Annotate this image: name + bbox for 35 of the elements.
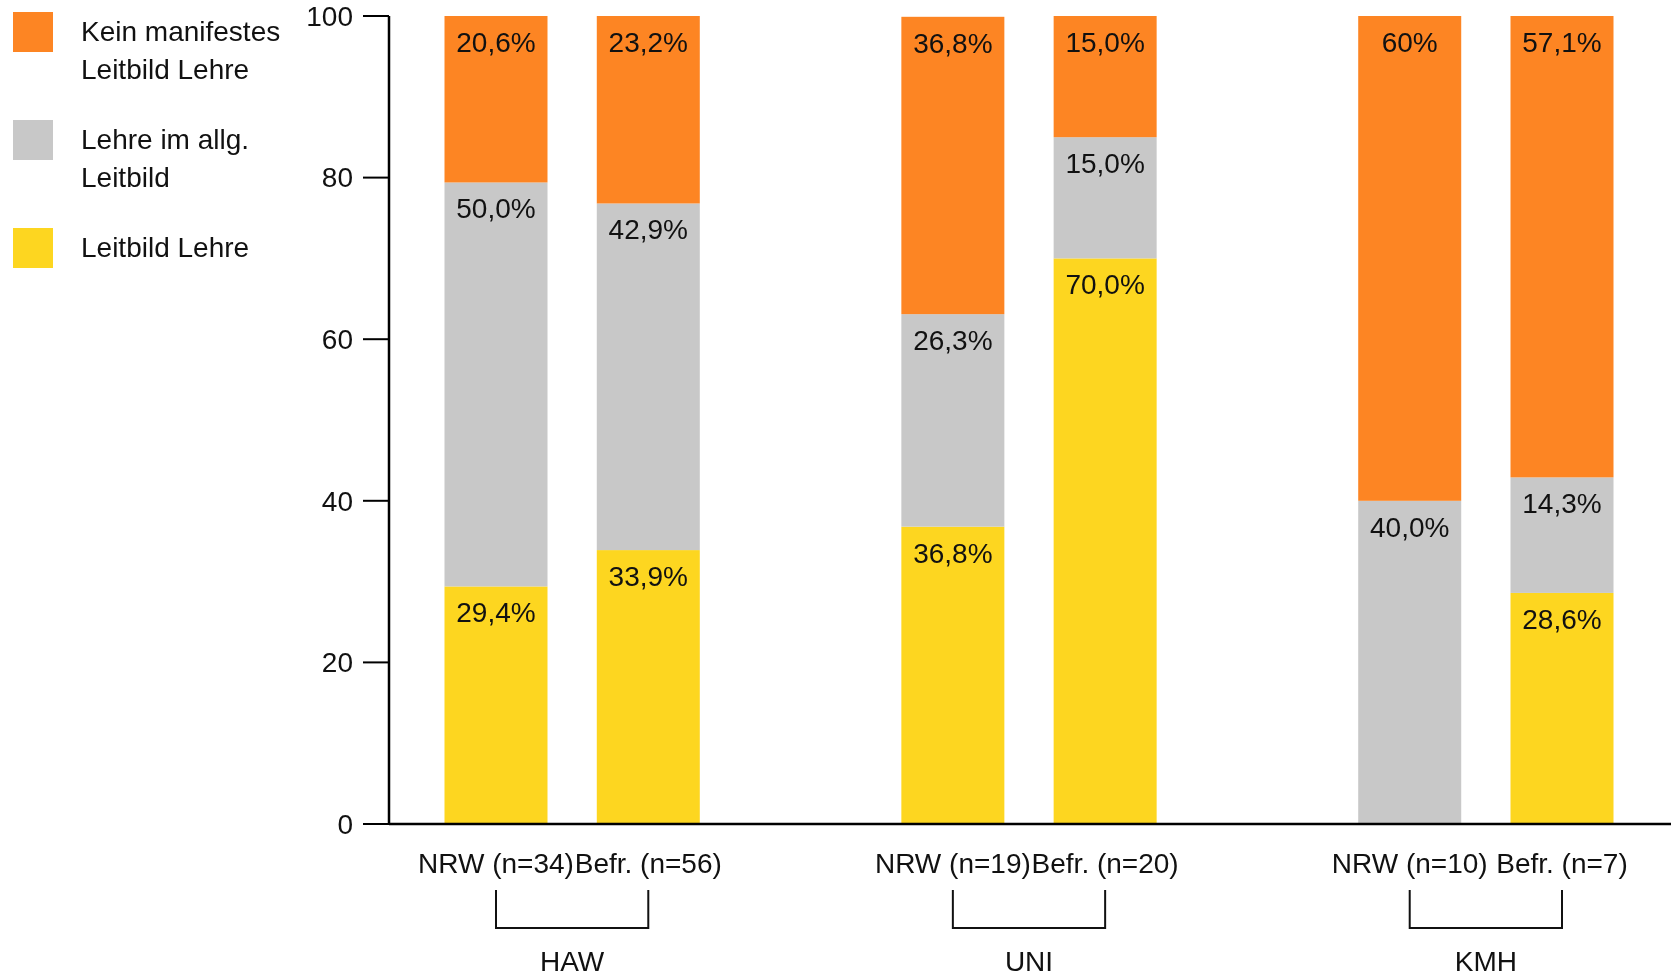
legend-label: Leitbild Lehre bbox=[81, 232, 250, 263]
data-label: 26,3% bbox=[913, 325, 993, 357]
data-label: 23,2% bbox=[608, 27, 688, 58]
data-label: 36,8% bbox=[913, 27, 993, 59]
x-tick-label: NRW (n=19) bbox=[874, 848, 1031, 879]
data-label: 42,9% bbox=[608, 214, 688, 246]
data-label: 57,1% bbox=[1522, 27, 1602, 58]
y-tick-label: 60 bbox=[321, 324, 353, 355]
x-tick-label: Befr. (n=7) bbox=[1496, 848, 1628, 879]
legend-label: Lehre im allg. Leitbild bbox=[81, 124, 250, 193]
data-label: 60% bbox=[1381, 27, 1438, 58]
text: HAW bbox=[539, 946, 605, 975]
x-tick-label: NRW (n=34) bbox=[418, 848, 574, 879]
y-tick-label: 100 bbox=[306, 0, 353, 32]
data-label: 14,3% bbox=[1522, 488, 1602, 520]
text: UNI bbox=[1004, 946, 1054, 975]
y-tick-label: 0 bbox=[337, 808, 353, 840]
y-tick-label: 20 bbox=[321, 647, 353, 679]
data-label: 50,0% bbox=[456, 193, 536, 225]
y-tick-label: 80 bbox=[321, 162, 353, 194]
data-label: 15,0% bbox=[1065, 148, 1145, 180]
data-label: 28,6% bbox=[1522, 603, 1602, 635]
data-label: 33,9% bbox=[608, 561, 688, 593]
data-label: 20,6% bbox=[456, 27, 536, 58]
legend-label: Kein manifestes Leitbild Lehre bbox=[81, 16, 281, 85]
x-tick-label: Befr. (n=20) bbox=[1031, 848, 1179, 879]
text: KMH bbox=[1454, 946, 1517, 975]
x-tick-label: Befr. (n=56) bbox=[574, 848, 722, 879]
x-tick-label: NRW (n=10) bbox=[1331, 848, 1488, 879]
data-label: 36,8% bbox=[913, 537, 993, 569]
data-label: 15,0% bbox=[1065, 27, 1145, 58]
data-label: 29,4% bbox=[456, 597, 536, 629]
data-label: 70,0% bbox=[1065, 269, 1145, 301]
y-tick-label: 40 bbox=[321, 485, 353, 517]
data-label: 40,0% bbox=[1370, 511, 1450, 543]
